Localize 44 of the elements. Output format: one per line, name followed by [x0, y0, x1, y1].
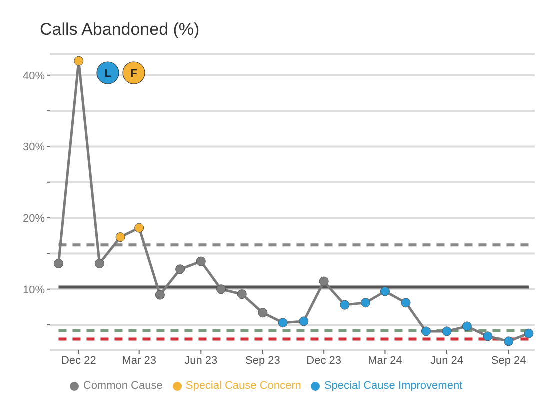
point [116, 232, 126, 242]
point [340, 300, 350, 310]
letter-badge-icon: L [96, 62, 120, 84]
x-tick-label: Mar 24 [368, 354, 402, 367]
x-tick-label: Dec 22 [61, 354, 96, 367]
point [278, 318, 288, 328]
point [216, 284, 226, 294]
point [483, 332, 493, 342]
point [524, 328, 534, 338]
annotation: F [130, 68, 138, 80]
chart-title: Calls Abandoned (%) [40, 20, 200, 40]
legend-label: Special Cause Concern [186, 380, 302, 392]
x-tick-label: Sep 24 [491, 354, 526, 367]
x-tick-label: Jun 23 [184, 354, 218, 367]
point [134, 223, 144, 233]
point [421, 326, 431, 336]
point [54, 258, 64, 268]
point [319, 276, 329, 286]
point [155, 290, 165, 300]
y-tick-label: 20% [22, 212, 46, 225]
point [299, 316, 309, 326]
point [360, 298, 370, 308]
y-tick-label: 30% [22, 142, 46, 154]
point [237, 290, 247, 300]
point [94, 258, 104, 268]
x-tick-label: Dec 23 [306, 354, 342, 367]
point [176, 264, 186, 274]
point [462, 322, 472, 332]
legend-label: Common Cause [83, 380, 163, 392]
annotation: L [104, 68, 112, 80]
y-tick-label: 40% [22, 70, 46, 82]
point [401, 298, 411, 308]
point [504, 336, 514, 346]
point [74, 56, 84, 66]
point [258, 308, 268, 318]
point [380, 286, 390, 296]
x-tick-label: Sep 23 [246, 354, 280, 367]
point [442, 326, 452, 336]
legend-label: Special Cause Improvement [324, 380, 463, 392]
x-tick-label: Jun 24 [430, 354, 464, 367]
x-tick-label: Mar 23 [122, 354, 156, 367]
letter-badge-icon: F [122, 62, 146, 84]
point [196, 256, 206, 266]
y-tick-label: 10% [22, 284, 46, 296]
